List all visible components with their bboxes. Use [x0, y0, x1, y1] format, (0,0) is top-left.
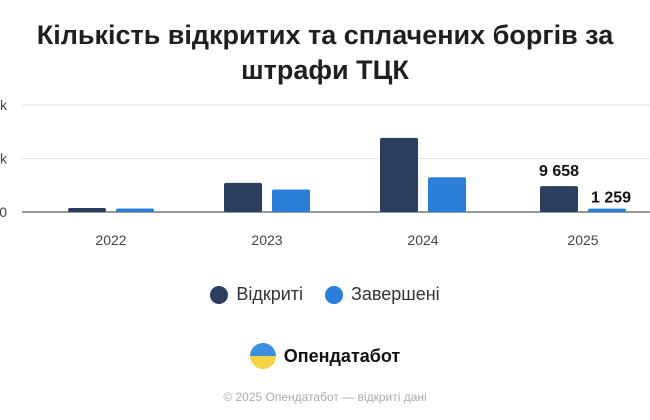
- brand-name: Опендатабот: [283, 345, 401, 366]
- brand: Опендатабот: [0, 343, 650, 369]
- y-tick-label: 40k: [0, 97, 8, 113]
- footer: © 2025 Опендатабот — відкриті дані: [223, 390, 427, 404]
- x-tick-label: 2022: [95, 232, 126, 248]
- bar-chart: 0 20k 40k 2022 2023 2024 9 658 1 259 2025: [0, 97, 650, 248]
- x-tick-label: 2024: [407, 232, 438, 248]
- legend: Відкриті Завершені: [0, 284, 650, 305]
- bar-2025-0: [540, 186, 578, 212]
- bar-2023-0: [224, 182, 262, 212]
- legend-dot: [210, 285, 229, 304]
- legend-item-closed[interactable]: Завершені: [325, 284, 440, 305]
- data-label: 1 259: [591, 190, 631, 207]
- data-label: 9 658: [539, 163, 579, 180]
- y-tick-label: 0: [0, 204, 7, 220]
- legend-label: Завершені: [351, 284, 440, 304]
- x-tick-label: 2025: [567, 232, 598, 248]
- x-tick-label: 2023: [251, 232, 282, 248]
- bar-2024-0: [380, 137, 418, 212]
- bar-2024-1: [428, 177, 466, 212]
- y-tick-label: 20k: [0, 151, 8, 167]
- bar-2025-1: [588, 208, 626, 212]
- opendatabot-logo-icon: [249, 343, 276, 369]
- bar-2023-1: [272, 189, 310, 212]
- legend-item-opened[interactable]: Відкриті: [210, 284, 303, 305]
- bar-2022-0: [68, 207, 106, 212]
- chart-title: Кількість відкритих та сплачених боргів …: [36, 20, 614, 85]
- bar-2022-1: [116, 208, 154, 212]
- legend-label: Відкриті: [236, 284, 304, 304]
- legend-dot: [325, 285, 344, 304]
